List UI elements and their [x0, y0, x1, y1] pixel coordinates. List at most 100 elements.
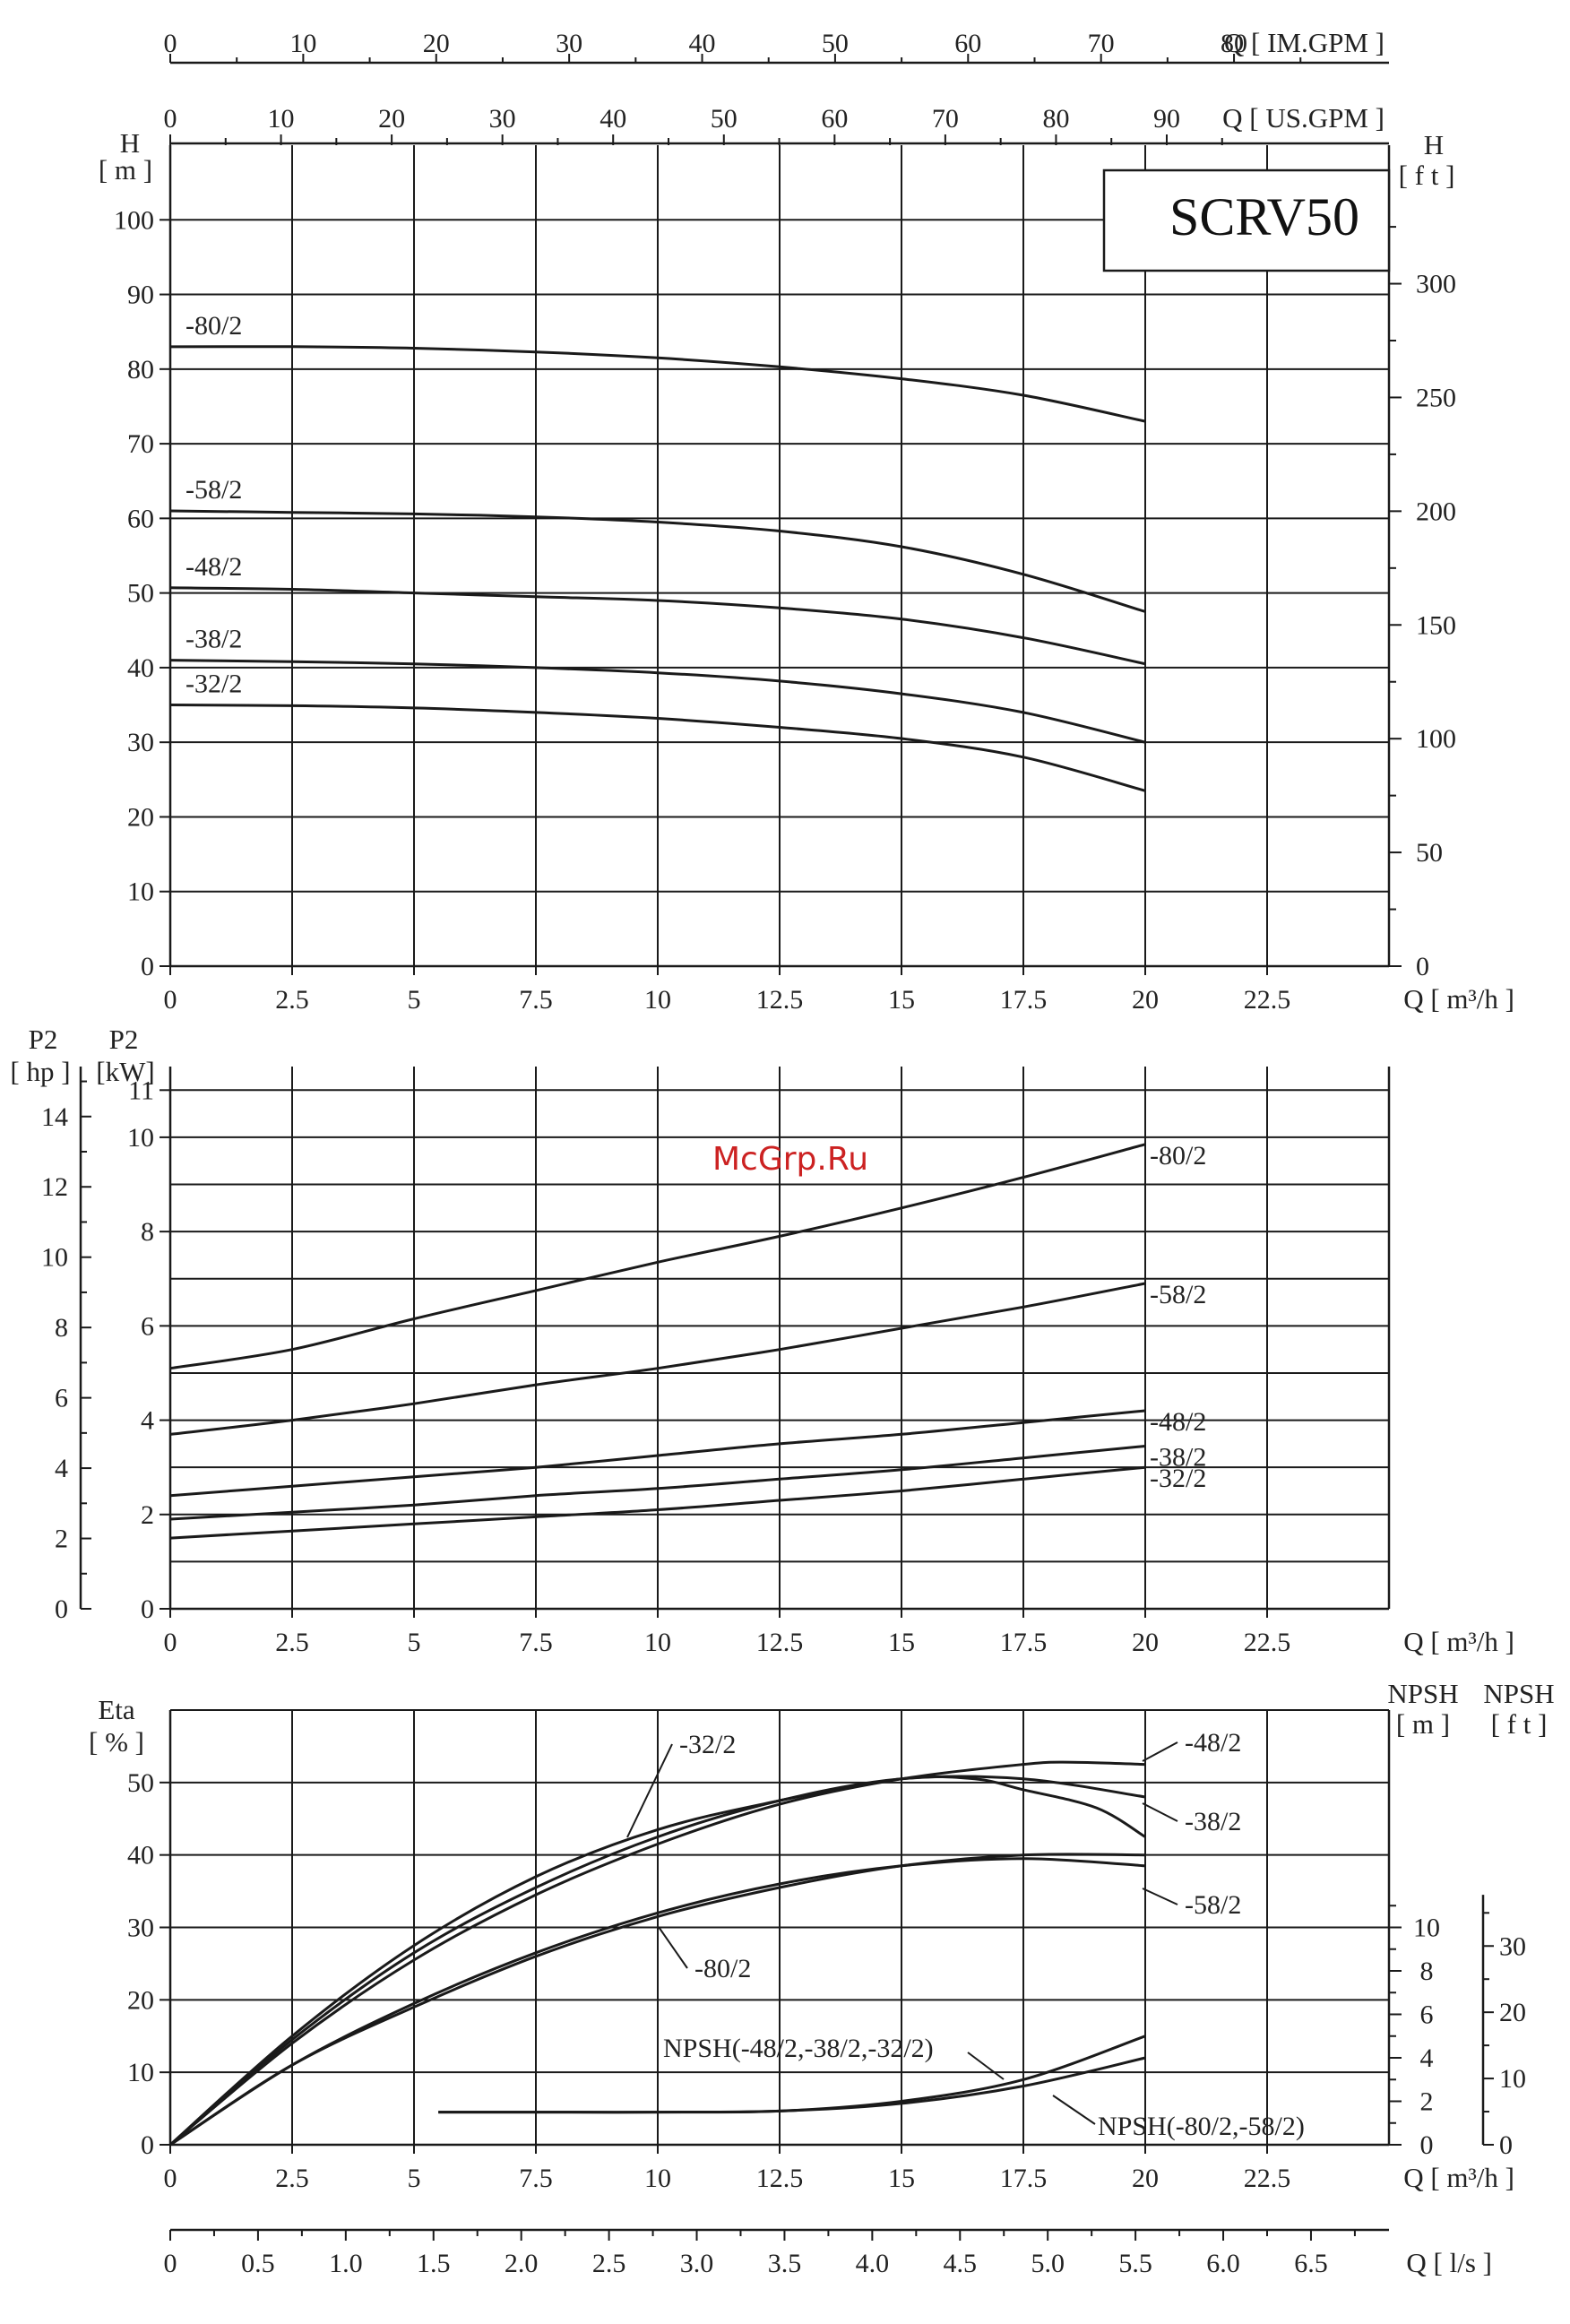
im-gpm-tick-label: 40 [689, 29, 716, 58]
us-gpm-axis-label: Q [ US.GPM ] [1222, 102, 1385, 134]
eff-leader-80-2 [658, 1926, 688, 1969]
head-curve-label-48-2: -48/2 [185, 552, 242, 582]
eff-curve-label-58-2: -58/2 [1185, 1890, 1241, 1920]
head-ft-tick-label: 150 [1416, 610, 1456, 640]
us-gpm-tick-label: 70 [932, 104, 959, 134]
us-gpm-tick-label: 0 [164, 104, 177, 134]
ls-tick-label: 3.0 [680, 2249, 714, 2278]
npsh-leader-80-58 [1052, 2095, 1096, 2125]
im-gpm-tick-label: 60 [954, 29, 981, 58]
head-ft-tick-label: 50 [1416, 838, 1443, 868]
power-x-tick-label: 12.5 [756, 1628, 804, 1657]
npsh-m-tick-label: 8 [1420, 1957, 1434, 1986]
power-curve-label-32-2: -32/2 [1150, 1464, 1206, 1493]
power-hp-tick-label: 6 [55, 1384, 68, 1413]
ls-axis-label: Q [ l/s ] [1406, 2247, 1492, 2278]
watermark-text: McGrp.Ru [712, 1141, 868, 1178]
im-gpm-tick-label: 10 [289, 29, 316, 58]
ls-tick-label: 2.0 [505, 2249, 539, 2278]
head-x-tick-label: 2.5 [275, 985, 309, 1015]
power-kw-axis-unit: [kW] [96, 1056, 154, 1087]
head-x-tick-label: 15 [888, 985, 915, 1015]
power-hp-axis-label: P2 [29, 1024, 58, 1055]
model-box [1102, 168, 1391, 272]
npsh-ft-tick-label: 10 [1499, 2064, 1526, 2094]
power-x-tick-label: 10 [644, 1628, 671, 1657]
power-kw-tick-label: 8 [141, 1217, 154, 1247]
head-x-tick-label: 7.5 [519, 985, 553, 1015]
eff-y-axis-label: Eta [98, 1694, 135, 1725]
head-curve-label-32-2: -32/2 [185, 670, 242, 699]
eff-y-axis-unit: [ % ] [89, 1726, 144, 1758]
head-curve-48-2 [169, 586, 1146, 666]
ls-tick-label: 4.0 [856, 2249, 890, 2278]
power-kw-tick-label: 11 [128, 1076, 154, 1105]
npsh-m-axis-label: NPSH [1387, 1678, 1458, 1709]
ls-tick-label: 6.0 [1206, 2249, 1240, 2278]
power-x-tick-label: 20 [1132, 1628, 1159, 1657]
head-ft-tick-label: 250 [1416, 383, 1456, 412]
us-gpm-tick-label: 30 [489, 104, 516, 134]
head-y-tick-label: 50 [127, 579, 154, 609]
head-y-tick-label: 100 [114, 205, 154, 235]
ls-tick-label: 1.0 [329, 2249, 363, 2278]
eff-y-tick-label: 20 [127, 1985, 154, 2015]
us-gpm-tick-label: 10 [268, 104, 295, 134]
power-curve-48-2 [169, 1409, 1146, 1498]
npsh-label-80-58: NPSH(-80/2,-58/2) [1098, 2112, 1305, 2141]
head-curve-80-2 [169, 345, 1146, 423]
im-gpm-tick-label: 70 [1088, 29, 1115, 58]
power-curve-label-38-2: -38/2 [1150, 1443, 1206, 1473]
head-x-tick-label: 17.5 [1000, 985, 1048, 1015]
head-ft-tick-label: 100 [1416, 724, 1456, 754]
power-hp-tick-label: 12 [41, 1172, 68, 1202]
eff-leader-38-2 [1142, 1802, 1178, 1822]
power-hp-tick-label: 0 [55, 1594, 68, 1624]
eff-curve-48-2 [169, 1760, 1146, 2147]
eff-leader-48-2 [1142, 1741, 1178, 1762]
head-y-tick-label: 10 [127, 877, 154, 907]
us-gpm-tick-label: 40 [600, 104, 626, 134]
power-x-tick-label: 7.5 [519, 1628, 553, 1657]
power-hp-tick-label: 14 [41, 1102, 68, 1132]
eff-x-tick-label: 17.5 [1000, 2164, 1048, 2193]
ls-tick-label: 0.5 [241, 2249, 275, 2278]
head-curve-38-2 [169, 659, 1146, 744]
us-gpm-tick-label: 20 [378, 104, 405, 134]
power-x-axis-label: Q [ m³/h ] [1403, 1626, 1514, 1657]
npsh-curve-npsh-80-2-58-2 [438, 2056, 1146, 2114]
eff-curve-label-32-2: -32/2 [679, 1730, 736, 1759]
eff-x-tick-label: 10 [644, 2164, 671, 2193]
npsh-m-tick-label: 0 [1420, 2130, 1434, 2160]
eff-x-tick-label: 20 [1132, 2164, 1159, 2193]
ls-tick-label: 5.0 [1031, 2249, 1065, 2278]
head-x-tick-label: 0 [164, 985, 177, 1015]
power-x-tick-label: 2.5 [275, 1628, 309, 1657]
eff-y-tick-label: 40 [127, 1841, 154, 1870]
head-curve-32-2 [169, 704, 1146, 792]
im-gpm-tick-label: 30 [556, 29, 582, 58]
head-x-tick-label: 10 [644, 985, 671, 1015]
eff-x-tick-label: 7.5 [519, 2164, 553, 2193]
eff-x-tick-label: 15 [888, 2164, 915, 2193]
npsh-label-48-38-32: NPSH(-48/2,-38/2,-32/2) [663, 2034, 934, 2063]
head-right-axis-label-h: H [1424, 129, 1444, 160]
head-y-axis-label-h: H [120, 127, 140, 159]
ls-tick-label: 5.5 [1118, 2249, 1152, 2278]
head-curve-58-2 [169, 509, 1146, 613]
power-curve-label-58-2: -58/2 [1150, 1280, 1206, 1309]
npsh-ft-axis-label: NPSH [1483, 1678, 1554, 1709]
power-x-tick-label: 22.5 [1244, 1628, 1291, 1657]
head-y-tick-label: 70 [127, 429, 154, 459]
power-hp-axis-unit: [ hp ] [10, 1056, 70, 1087]
npsh-m-axis-unit: [ m ] [1396, 1708, 1450, 1740]
eff-y-tick-label: 30 [127, 1914, 154, 1943]
eff-x-tick-label: 22.5 [1244, 2164, 1291, 2193]
power-kw-tick-label: 4 [141, 1406, 154, 1436]
im-gpm-tick-label: 80 [1221, 29, 1247, 58]
ls-tick-label: 0 [164, 2249, 177, 2278]
head-x-tick-label: 22.5 [1244, 985, 1291, 1015]
eff-x-tick-label: 0 [164, 2164, 177, 2193]
head-curve-label-38-2: -38/2 [185, 625, 242, 654]
